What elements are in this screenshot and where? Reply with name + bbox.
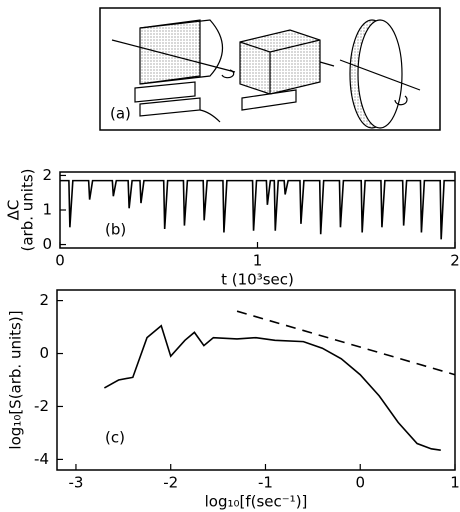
x-tick-label: 1 (450, 474, 460, 492)
x-tick-label: -3 (68, 474, 83, 492)
y-tick-label: -4 (34, 450, 49, 468)
x-tick-label: 1 (253, 252, 263, 270)
panel-a-drawing: (a) (99, 7, 441, 131)
y-tick-label: 0 (39, 344, 49, 362)
y-tick-label: 2 (42, 166, 52, 184)
panel-label: (a) (110, 105, 131, 123)
data-line (236, 310, 456, 376)
panel-label: (b) (105, 221, 126, 239)
x-tick-label: -1 (258, 474, 273, 492)
y-tick-label: 1 (42, 201, 52, 219)
panel-label: (c) (105, 429, 125, 447)
x-tick-label: -2 (163, 474, 178, 492)
x-tick-label: 2 (450, 252, 460, 270)
x-axis-label: t (10³sec) (221, 271, 294, 289)
x-tick-label: 0 (355, 474, 365, 492)
y-axis-label: ΔC (5, 200, 23, 221)
y-axis-label: (arb. units) (19, 169, 37, 252)
plot-frame (56, 289, 456, 471)
data-line (103, 324, 441, 451)
y-axis-label: log₁₀[S(arb. units)] (7, 310, 25, 449)
x-axis-label: log₁₀[f(sec⁻¹)] (205, 493, 308, 511)
y-tick-label: -2 (34, 397, 49, 415)
y-tick-label: 0 (42, 235, 52, 253)
y-tick-label: 2 (39, 291, 49, 309)
data-line (60, 179, 455, 240)
x-tick-label: 0 (55, 252, 65, 270)
